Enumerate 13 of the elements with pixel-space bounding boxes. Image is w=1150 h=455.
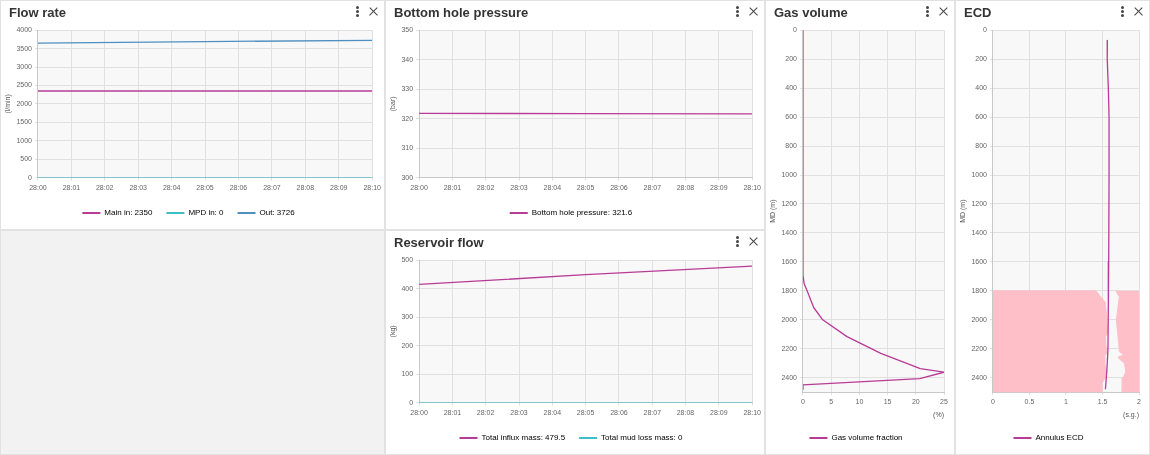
legend-label: Out: 3726	[259, 208, 296, 218]
chart-title: Gas volume	[774, 5, 848, 20]
chart-title: ECD	[964, 5, 992, 20]
chart-title: Bottom hole pressure	[394, 5, 529, 20]
legend-label: Bottom hole pressure: 321.6	[531, 208, 633, 218]
chart-title: Reservoir flow	[394, 235, 484, 250]
legend-label: Total influx mass: 479.5	[481, 433, 566, 443]
legend-label: Main in: 2350	[104, 208, 153, 218]
legend-label: Annulus ECD	[1035, 433, 1084, 443]
legend-label: Gas volume fraction	[831, 433, 903, 443]
chart-title: Flow rate	[9, 5, 67, 20]
legend-label: Total mud loss mass: 0	[601, 433, 684, 443]
legend-label: MPD in: 0	[188, 208, 225, 218]
